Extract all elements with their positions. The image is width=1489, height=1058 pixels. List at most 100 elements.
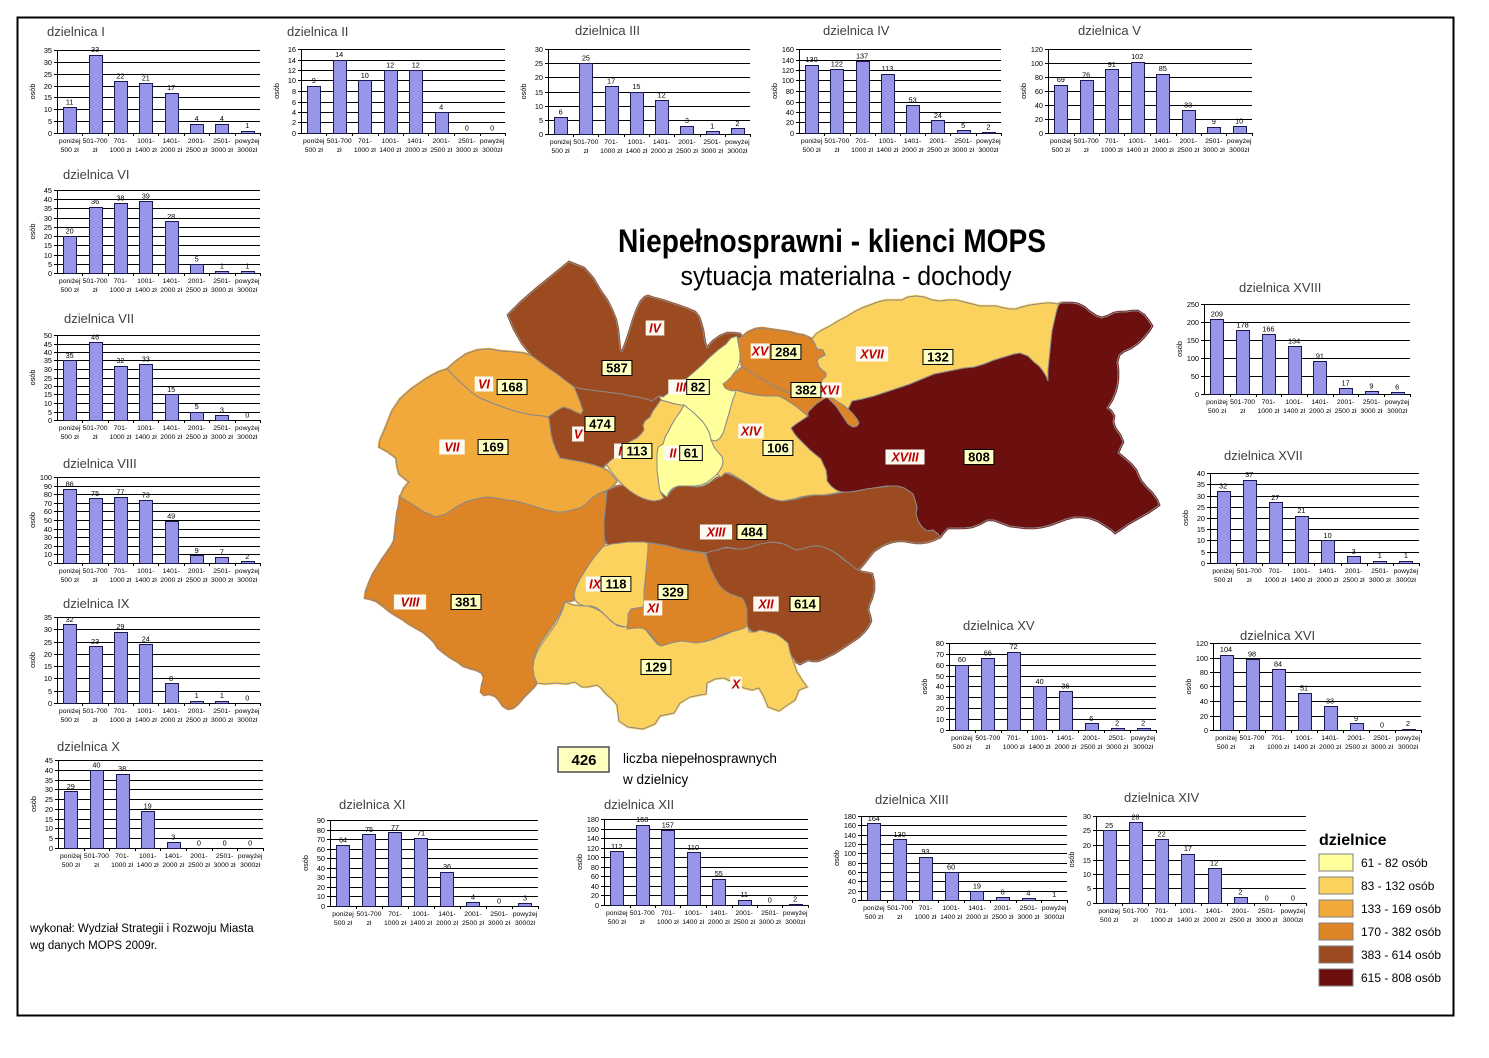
svg-text:250: 250 xyxy=(1187,300,1199,309)
svg-text:poniżej: poniżej xyxy=(59,278,81,285)
svg-text:1001-: 1001- xyxy=(137,278,154,285)
svg-text:0: 0 xyxy=(1195,390,1199,399)
svg-text:701-: 701- xyxy=(1271,735,1285,742)
svg-text:104: 104 xyxy=(1220,645,1232,654)
svg-text:zł: zł xyxy=(1133,917,1138,924)
svg-text:2000 zł: 2000 zł xyxy=(1203,917,1225,924)
svg-text:2001-: 2001- xyxy=(1347,735,1364,742)
svg-text:45: 45 xyxy=(44,186,52,195)
svg-text:16: 16 xyxy=(288,45,296,54)
svg-text:30: 30 xyxy=(45,785,53,794)
svg-text:2001-: 2001- xyxy=(188,568,205,575)
svg-text:osób: osób xyxy=(272,83,281,99)
svg-text:powyżej: powyżej xyxy=(1394,568,1419,575)
svg-text:0: 0 xyxy=(223,839,227,848)
svg-text:0: 0 xyxy=(1204,726,1208,735)
svg-text:0: 0 xyxy=(768,896,772,905)
svg-text:76: 76 xyxy=(1082,70,1090,79)
svg-text:39: 39 xyxy=(142,192,150,201)
svg-text:2000 zł: 2000 zł xyxy=(1319,744,1341,751)
svg-text:powyżej: powyżej xyxy=(235,568,260,575)
svg-text:30: 30 xyxy=(44,365,52,374)
svg-text:3000zł: 3000zł xyxy=(237,717,258,724)
svg-text:25: 25 xyxy=(582,54,590,63)
svg-text:12: 12 xyxy=(288,66,296,75)
svg-text:2001-: 2001- xyxy=(1337,399,1354,406)
svg-text:3000 zł: 3000 zł xyxy=(759,919,781,926)
svg-text:1401-: 1401- xyxy=(1311,399,1328,406)
svg-text:VI: VI xyxy=(478,378,490,392)
svg-text:86: 86 xyxy=(66,480,74,489)
svg-text:poniżej: poniżej xyxy=(606,910,628,917)
svg-text:701-: 701- xyxy=(114,138,128,145)
svg-text:50: 50 xyxy=(44,331,52,340)
svg-text:3000zł: 3000zł xyxy=(1398,744,1419,751)
svg-text:3: 3 xyxy=(171,833,175,842)
svg-text:2500 zł: 2500 zł xyxy=(1335,408,1357,415)
svg-text:40: 40 xyxy=(1197,469,1205,478)
svg-text:3000zł: 3000zł xyxy=(237,434,258,441)
svg-text:501-700: 501-700 xyxy=(1240,735,1265,742)
svg-text:1400 zł: 1400 zł xyxy=(682,919,704,926)
svg-text:501-700: 501-700 xyxy=(327,138,352,145)
svg-text:701-: 701- xyxy=(114,278,128,285)
svg-text:501-700: 501-700 xyxy=(573,139,598,146)
svg-text:120: 120 xyxy=(782,66,794,75)
svg-text:2000 zł: 2000 zł xyxy=(162,862,184,869)
svg-text:36: 36 xyxy=(1061,681,1069,690)
svg-text:157: 157 xyxy=(662,821,674,830)
svg-text:1: 1 xyxy=(245,121,249,130)
svg-text:500 zł: 500 zł xyxy=(62,862,81,869)
svg-text:50: 50 xyxy=(317,854,325,863)
svg-text:160: 160 xyxy=(587,825,599,834)
svg-text:1: 1 xyxy=(1378,551,1382,560)
svg-text:2500 zł: 2500 zł xyxy=(1177,147,1199,154)
svg-text:0: 0 xyxy=(292,129,296,138)
svg-text:1401-: 1401- xyxy=(1057,735,1074,742)
svg-text:500 zł: 500 zł xyxy=(61,717,80,724)
svg-text:0: 0 xyxy=(539,130,543,139)
svg-text:5: 5 xyxy=(48,260,52,269)
svg-text:0: 0 xyxy=(1039,129,1043,138)
svg-text:33: 33 xyxy=(1326,697,1334,706)
svg-text:102: 102 xyxy=(1131,52,1143,61)
svg-text:60: 60 xyxy=(848,868,856,877)
svg-text:2001-: 2001- xyxy=(1083,735,1100,742)
svg-text:40: 40 xyxy=(44,348,52,357)
svg-text:0: 0 xyxy=(245,411,249,420)
svg-text:III: III xyxy=(676,381,687,395)
svg-text:2001-: 2001- xyxy=(1180,138,1197,145)
svg-text:osób: osób xyxy=(920,679,929,695)
svg-text:IV: IV xyxy=(649,322,662,336)
svg-text:329: 329 xyxy=(662,585,684,600)
svg-text:1000 zł: 1000 zł xyxy=(109,717,131,724)
svg-text:2500 zł: 2500 zł xyxy=(188,862,210,869)
svg-text:53: 53 xyxy=(909,96,917,105)
svg-text:2501-: 2501- xyxy=(213,708,230,715)
svg-text:24: 24 xyxy=(934,111,942,120)
svg-text:30: 30 xyxy=(44,533,52,542)
svg-text:2001-: 2001- xyxy=(464,911,481,918)
svg-text:XI: XI xyxy=(646,602,659,616)
svg-text:zł: zł xyxy=(367,920,372,927)
svg-text:3000zł: 3000zł xyxy=(482,147,503,154)
svg-text:20: 20 xyxy=(936,704,944,713)
svg-text:178: 178 xyxy=(1237,320,1249,329)
svg-text:5: 5 xyxy=(1087,884,1091,893)
svg-text:Niepełnosprawni - klienci MOPS: Niepełnosprawni - klienci MOPS xyxy=(618,223,1046,259)
svg-text:30: 30 xyxy=(44,214,52,223)
svg-text:30: 30 xyxy=(44,58,52,67)
svg-text:1001-: 1001- xyxy=(412,911,429,918)
svg-text:XVIII: XVIII xyxy=(890,451,919,465)
svg-text:2500 zł: 2500 zł xyxy=(733,919,755,926)
svg-text:30: 30 xyxy=(44,625,52,634)
svg-text:3: 3 xyxy=(523,894,527,903)
svg-text:91: 91 xyxy=(1316,352,1324,361)
svg-text:2: 2 xyxy=(1238,888,1242,897)
svg-text:powyżej: powyżej xyxy=(513,911,538,918)
svg-text:1000 zł: 1000 zł xyxy=(354,147,376,154)
svg-text:1: 1 xyxy=(195,691,199,700)
svg-text:35: 35 xyxy=(1197,480,1205,489)
svg-text:1400 zł: 1400 zł xyxy=(625,148,647,155)
svg-text:501-700: 501-700 xyxy=(83,708,108,715)
